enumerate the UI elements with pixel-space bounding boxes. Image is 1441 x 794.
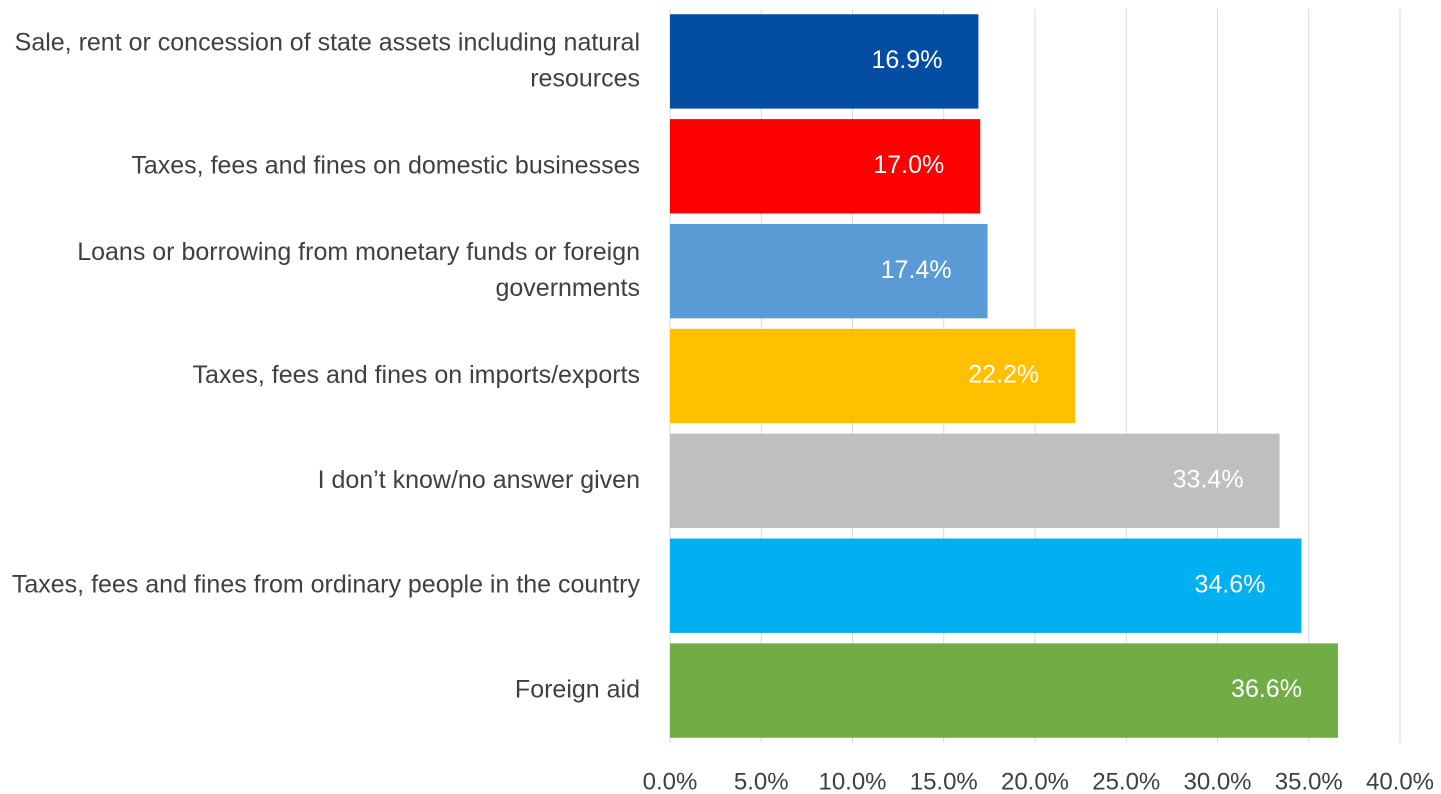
x-tick-label: 25.0% — [1092, 768, 1160, 794]
bar — [670, 643, 1338, 738]
value-label: 17.4% — [881, 256, 952, 284]
category-label: Taxes, fees and fines on domestic busine… — [131, 151, 640, 179]
bar — [670, 14, 979, 109]
category-label: Loans or borrowing from monetary funds o… — [77, 238, 640, 302]
value-label: 22.2% — [968, 361, 1039, 389]
value-label: 17.0% — [873, 151, 944, 179]
x-tick-label: 0.0% — [643, 768, 698, 794]
x-tick-label: 10.0% — [818, 768, 886, 794]
bar — [670, 433, 1280, 529]
bar — [670, 538, 1302, 633]
category-label: Foreign aid — [515, 675, 640, 703]
value-label: 36.6% — [1231, 675, 1302, 703]
value-label: 33.4% — [1173, 465, 1244, 493]
category-label: Taxes, fees and fines from ordinary peop… — [12, 570, 641, 598]
category-label: Sale, rent or concession of state assets… — [15, 28, 640, 92]
x-tick-label: 15.0% — [910, 768, 978, 794]
value-label: 16.9% — [872, 46, 943, 74]
bar — [670, 328, 1076, 424]
x-tick-label: 30.0% — [1183, 768, 1251, 794]
x-tick-label: 40.0% — [1366, 768, 1434, 794]
value-label: 34.6% — [1195, 570, 1266, 598]
category-label: Taxes, fees and fines on imports/exports — [193, 361, 640, 389]
x-tick-label: 20.0% — [1001, 768, 1069, 794]
x-tick-label: 35.0% — [1275, 768, 1343, 794]
category-label: I don’t know/no answer given — [318, 465, 640, 493]
bar — [670, 119, 981, 214]
bar — [670, 223, 988, 319]
x-tick-label: 5.0% — [734, 768, 789, 794]
